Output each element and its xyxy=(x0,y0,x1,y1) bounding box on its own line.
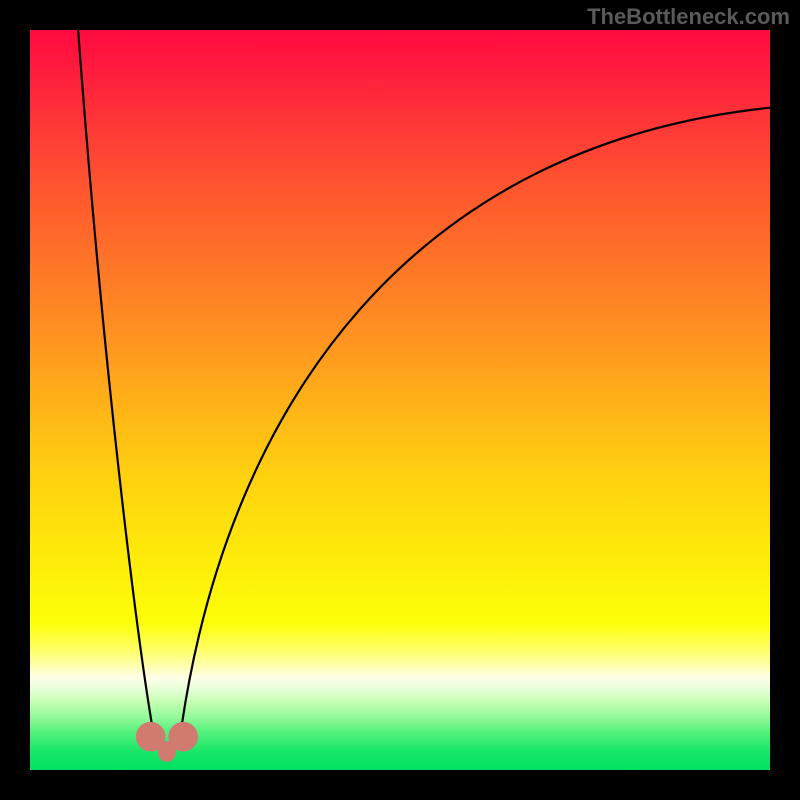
lobe-dip xyxy=(158,741,177,762)
watermark-text: TheBottleneck.com xyxy=(587,4,790,30)
curve-overlay xyxy=(30,30,770,770)
plot-area xyxy=(30,30,770,770)
lobe-group xyxy=(136,722,198,762)
chart-container: TheBottleneck.com xyxy=(0,0,800,800)
v-curve-path xyxy=(78,30,770,749)
